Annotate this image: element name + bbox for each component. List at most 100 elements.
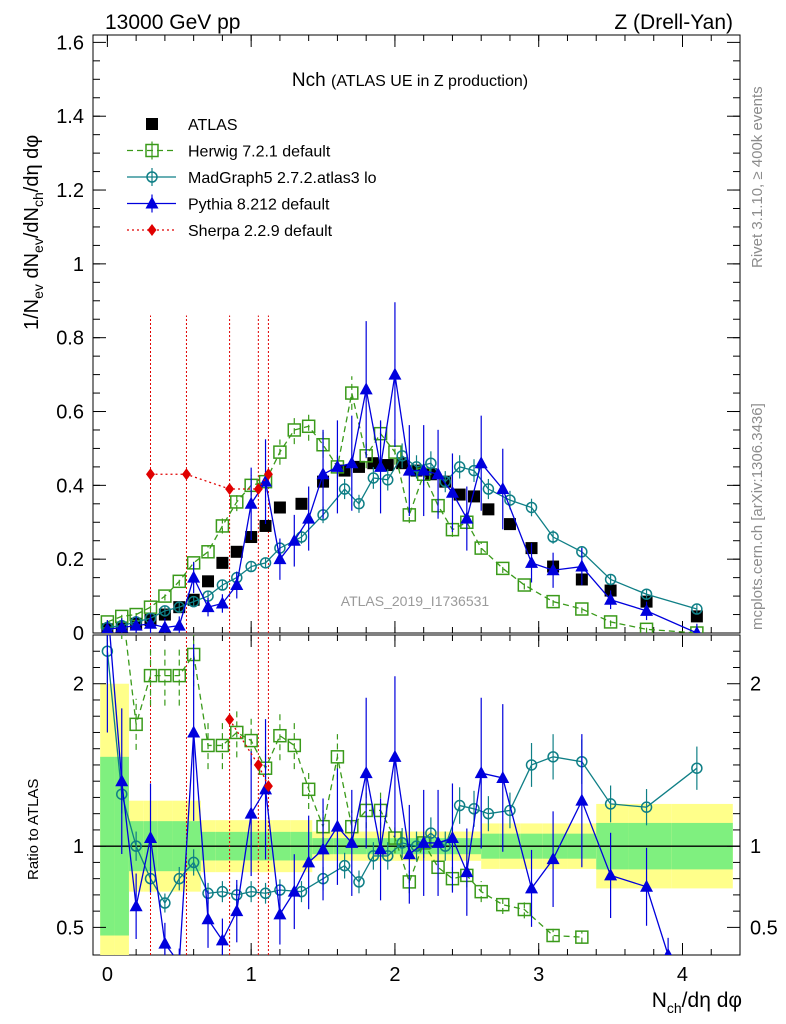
plot-title: Nch (ATLAS UE in Z production) bbox=[292, 70, 528, 91]
pythia-ratio-point bbox=[215, 933, 229, 946]
pythia-ratio-point bbox=[316, 842, 330, 855]
pythia-point bbox=[115, 620, 129, 633]
ratio-series-pythia bbox=[106, 635, 672, 968]
pythia-point bbox=[316, 467, 330, 480]
pythia-point bbox=[101, 622, 114, 633]
atlas-point bbox=[367, 457, 380, 470]
x-axis-label: Nch/dη dφ bbox=[652, 989, 742, 1016]
atlas-point bbox=[230, 545, 243, 558]
herwig-point bbox=[345, 386, 359, 400]
madgraph5-ratio-point bbox=[259, 887, 272, 900]
pythia-point bbox=[144, 616, 158, 629]
madgraph5-ratio-point bbox=[482, 807, 495, 820]
pythia-ratio-point bbox=[187, 725, 201, 738]
madgraph5-point bbox=[640, 588, 653, 600]
madgraph5-ratio-point bbox=[216, 885, 229, 898]
legend-label: Herwig 7.2.1 default bbox=[188, 144, 331, 161]
madgraph5-ratio-point bbox=[425, 827, 437, 839]
madgraph5-ratio-point bbox=[453, 799, 466, 812]
herwig-point bbox=[474, 541, 488, 555]
ratio-plot-area bbox=[93, 515, 740, 968]
main-ticks: 0 0.2 0.4 0.6 0.8 1 1.2 1.4 1.6 bbox=[56, 32, 740, 955]
ratio-y-tick-label: 1 bbox=[73, 836, 84, 858]
y-tick-label: 0.2 bbox=[56, 549, 84, 571]
pythia-point bbox=[388, 367, 402, 380]
pythia-ratio-point bbox=[496, 770, 510, 783]
madgraph5-point bbox=[367, 472, 380, 484]
y-tick-label: 1 bbox=[73, 254, 84, 276]
atlas-point bbox=[468, 490, 481, 503]
atlas-point bbox=[273, 501, 286, 514]
madgraph5-ratio-point bbox=[468, 803, 480, 815]
herwig-ratio-point bbox=[158, 668, 172, 683]
sherpa-point bbox=[146, 468, 156, 481]
pythia-ratio-point bbox=[474, 766, 488, 779]
svg-text:1/Nev dNev/dNch/dη dφ: 1/Nev dNev/dNch/dη dφ bbox=[21, 135, 46, 330]
madgraph5-point bbox=[410, 461, 423, 473]
pythia-ratio-point bbox=[374, 842, 388, 855]
madgraph5-ratio-point bbox=[367, 850, 380, 862]
y-tick-label: 0.4 bbox=[56, 475, 84, 497]
series-sherpa bbox=[146, 468, 273, 496]
herwig-point bbox=[496, 561, 510, 576]
pythia-point bbox=[374, 459, 388, 472]
svg-text:Nch/dη dφ: Nch/dη dφ bbox=[652, 989, 742, 1016]
pythia-point bbox=[525, 555, 539, 568]
sherpa-ratio-point bbox=[225, 713, 235, 726]
x-tick-label: 3 bbox=[533, 964, 544, 986]
pythia-ratio-point bbox=[345, 835, 359, 848]
y-tick-label: 1.4 bbox=[56, 106, 84, 128]
herwig-point bbox=[215, 519, 230, 533]
herwig-ratio-point bbox=[575, 930, 589, 944]
x-tick-label: 0 bbox=[102, 964, 113, 986]
madgraph5-point bbox=[159, 605, 171, 617]
herwig-ratio-point bbox=[101, 515, 113, 527]
watermark: ATLAS_2019_I1736531 bbox=[341, 593, 490, 609]
herwig-ratio-point bbox=[116, 597, 128, 609]
pythia-point bbox=[693, 626, 701, 633]
pythia-ratio-point bbox=[173, 956, 186, 968]
atlas-point bbox=[216, 556, 229, 569]
pythia-point bbox=[215, 596, 229, 609]
ratio-panel-frame bbox=[92, 634, 741, 956]
herwig-point bbox=[639, 622, 654, 633]
herwig-point bbox=[603, 615, 618, 629]
y-tick-label: 1.6 bbox=[56, 32, 84, 54]
pythia-point bbox=[158, 620, 172, 633]
herwig-ratio-point bbox=[301, 782, 316, 797]
pythia-point bbox=[330, 459, 344, 472]
rivet-label: Rivet 3.1.10, ≥ 400k events bbox=[749, 86, 766, 268]
legend-label: MadGraph5 2.7.2.atlas3 lo bbox=[188, 170, 377, 187]
herwig-ratio-point bbox=[172, 668, 187, 683]
madgraph5-point bbox=[216, 579, 229, 591]
header-left: 13000 GeV pp bbox=[105, 11, 240, 34]
madgraph5-point bbox=[453, 461, 466, 473]
pythia-ratio-point bbox=[664, 948, 672, 955]
pythia-point bbox=[273, 552, 287, 565]
pythia-ratio-point bbox=[201, 912, 215, 925]
legend-item-sherpa: Sherpa 2.2.9 default bbox=[127, 223, 333, 240]
sherpa-ratio-point bbox=[253, 758, 263, 771]
atlas-point bbox=[259, 519, 272, 532]
legend-item-pythia: Pythia 8.212 default bbox=[127, 194, 330, 214]
pythia-ratio-point bbox=[359, 766, 373, 779]
series-pythia bbox=[101, 302, 701, 633]
madgraph5-point bbox=[691, 603, 703, 615]
legend-label: Sherpa 2.2.9 default bbox=[188, 223, 333, 240]
pythia-ratio-point bbox=[417, 835, 431, 848]
madgraph5-ratio-point bbox=[381, 850, 394, 862]
atlas-point bbox=[352, 460, 365, 473]
atlas-point bbox=[482, 503, 495, 516]
pythia-ratio-point bbox=[287, 884, 301, 897]
madgraph5-ratio-point bbox=[604, 798, 617, 810]
pythia-ratio-point bbox=[158, 936, 172, 949]
pythia-point bbox=[445, 485, 459, 498]
y-tick-label: 0.8 bbox=[56, 328, 84, 350]
herwig-ratio-point bbox=[287, 738, 302, 753]
herwig-point bbox=[546, 594, 560, 609]
pythia-ratio-point bbox=[604, 868, 618, 881]
madgraph5-point bbox=[547, 531, 559, 543]
pythia-ratio-point bbox=[230, 904, 244, 917]
pythia-ratio-point bbox=[129, 899, 143, 912]
